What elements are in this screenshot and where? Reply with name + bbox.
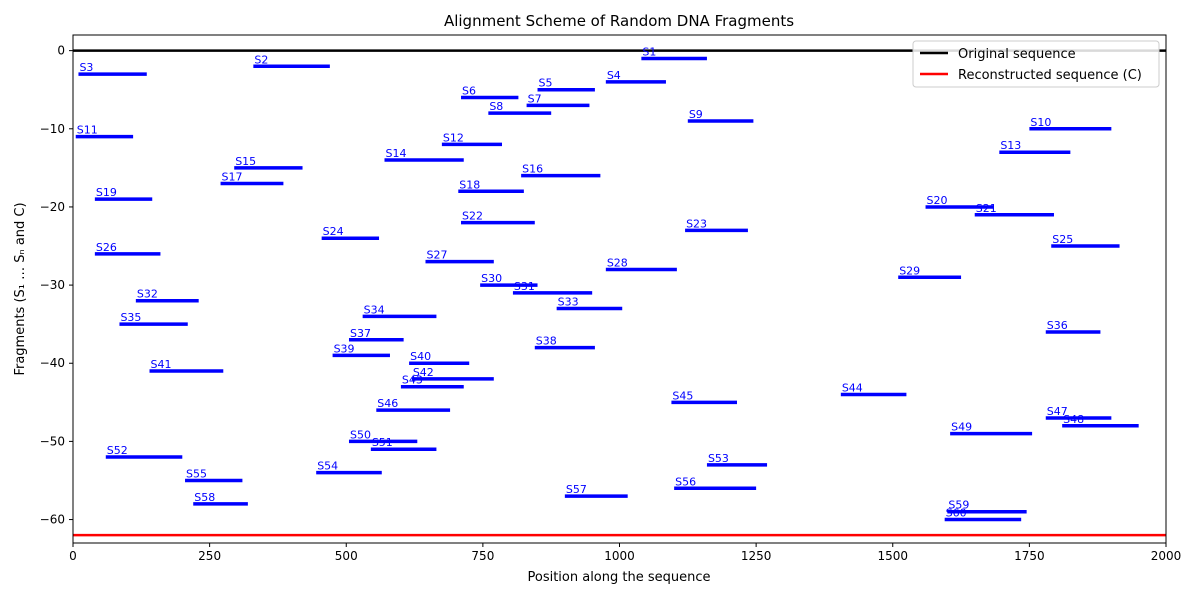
fragment-label: S59 (948, 499, 969, 512)
fragment-label: S21 (976, 202, 997, 215)
fragment-label: S30 (481, 272, 502, 285)
fragment-label: S27 (426, 249, 447, 262)
y-tick-label: −20 (40, 200, 65, 214)
fragment-label: S40 (410, 350, 431, 363)
fragment-label: S31 (514, 280, 535, 293)
y-axis-label: Fragments (S₁ … Sₙ and C) (13, 202, 28, 375)
y-tick-label: 0 (57, 44, 65, 58)
x-tick-label: 750 (471, 549, 494, 563)
fragment-label: S37 (350, 327, 371, 340)
fragment-label: S58 (194, 491, 215, 504)
fragment-label: S4 (607, 69, 621, 82)
y-axis: 0 −10 −20 −30 −40 −50 −60 (40, 44, 73, 527)
x-tick-label: 1500 (877, 549, 908, 563)
chart-title: Alignment Scheme of Random DNA Fragments (444, 12, 794, 30)
x-tick-label: 0 (69, 549, 77, 563)
y-tick-label: −30 (40, 278, 65, 292)
x-axis: 0 250 500 750 1000 1250 1500 1750 2000 (69, 543, 1181, 563)
fragment-label: S49 (951, 421, 972, 434)
fragment-label: S12 (443, 131, 464, 144)
fragment-label: S19 (96, 186, 117, 199)
fragment-label: S56 (675, 475, 696, 488)
fragment-label: S13 (1000, 139, 1021, 152)
fragment-label: S33 (558, 296, 579, 309)
fragment-label: S43 (402, 374, 423, 387)
fragment-label: S36 (1047, 319, 1068, 332)
fragment-label: S53 (708, 452, 729, 465)
fragment-label: S1 (642, 45, 656, 58)
x-tick-label: 1750 (1014, 549, 1045, 563)
fragment-label: S14 (386, 147, 407, 160)
fragment-label: S34 (364, 303, 385, 316)
legend-label-reconstructed: Reconstructed sequence (C) (958, 68, 1142, 83)
fragment-label: S24 (323, 225, 344, 238)
y-tick-label: −50 (40, 434, 65, 448)
fragment-label: S50 (350, 428, 371, 441)
fragment-label: S41 (151, 358, 172, 371)
fragment-label: S7 (528, 92, 542, 105)
y-tick-label: −60 (40, 513, 65, 527)
fragment-label: S57 (566, 483, 587, 496)
fragment-label: S44 (842, 382, 863, 395)
fragment-label: S38 (536, 335, 557, 348)
fragment-label: S10 (1030, 116, 1051, 129)
fragment-label: S9 (689, 108, 703, 121)
fragment-label: S47 (1047, 405, 1068, 418)
legend: Original sequence Reconstructed sequence… (912, 40, 1160, 88)
x-tick-label: 500 (335, 549, 358, 563)
x-tick-label: 1250 (741, 549, 772, 563)
fragment-label: S29 (899, 264, 920, 277)
fragment-label: S22 (462, 210, 483, 223)
fragment-label: S3 (79, 61, 93, 74)
x-tick-label: 1000 (604, 549, 635, 563)
fragment-label: S54 (317, 460, 338, 473)
fragment-label: S23 (686, 217, 707, 230)
plot-marks: S1 S2 S3 S4 S5 S6 S7 S8 S9 S10 S11 S12 S13 S14 S15 S16 S… (73, 45, 1166, 537)
fragment-label: S39 (334, 342, 355, 355)
fragment-label: S42 (413, 366, 434, 379)
x-tick-label: 2000 (1151, 549, 1182, 563)
fragment-label: S48 (1063, 413, 1084, 426)
x-axis-label: Position along the sequence (527, 570, 710, 585)
fragment-label: S15 (235, 155, 256, 168)
fragment-label: S17 (222, 170, 243, 183)
fragment-label: S11 (77, 124, 98, 137)
fragment-label: S28 (607, 256, 628, 269)
fragment-label: S20 (927, 194, 948, 207)
legend-label-original: Original sequence (958, 47, 1076, 62)
y-tick-label: −10 (40, 122, 65, 136)
fragment-label: S26 (96, 241, 117, 254)
fragment-label: S52 (107, 444, 128, 457)
fragment-label: S2 (254, 53, 268, 66)
fragment-label: S5 (539, 77, 553, 90)
fragment-label: S45 (672, 389, 693, 402)
fragment-label: S6 (462, 85, 476, 98)
x-tick-label: 250 (198, 549, 221, 563)
fragment-label: S55 (186, 467, 207, 480)
fragment-label: S16 (522, 163, 543, 176)
fragment-label: S35 (120, 311, 141, 324)
fragment-label: S25 (1052, 233, 1073, 246)
y-tick-label: −40 (40, 356, 65, 370)
fragment-label: S8 (489, 100, 503, 113)
fragment-label: S46 (377, 397, 398, 410)
fragment-label: S60 (946, 507, 967, 520)
legend-box (912, 40, 1160, 88)
fragment-label: S32 (137, 288, 158, 301)
fragment-label: S51 (372, 436, 393, 449)
fragment-label: S18 (459, 178, 480, 191)
